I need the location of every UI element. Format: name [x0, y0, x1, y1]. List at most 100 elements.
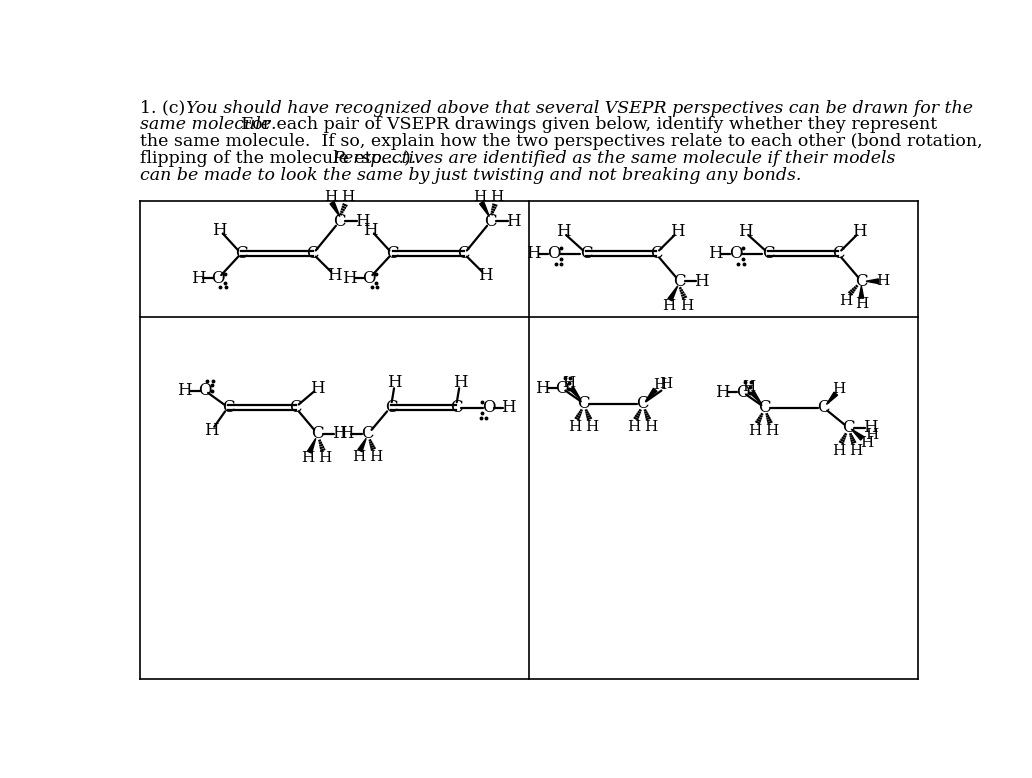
Text: C: C	[759, 399, 771, 416]
Text: the same molecule.  If so, explain how the two perspectives relate to each other: the same molecule. If so, explain how th…	[140, 133, 982, 150]
Text: 1. (c): 1. (c)	[140, 100, 191, 117]
Text: H: H	[680, 299, 694, 313]
Text: H: H	[865, 428, 878, 442]
Text: H: H	[863, 419, 877, 436]
Text: H: H	[310, 380, 325, 397]
Text: C: C	[832, 245, 844, 262]
Text: For each pair of VSEPR drawings given below, identify whether they represent: For each pair of VSEPR drawings given be…	[230, 117, 937, 134]
Text: H: H	[839, 294, 852, 308]
Text: H: H	[738, 223, 752, 240]
Text: same molecule.: same molecule.	[140, 117, 277, 134]
Text: H: H	[766, 423, 779, 437]
Text: O: O	[198, 382, 212, 399]
Text: C: C	[307, 245, 319, 262]
Text: Perspectives are identified as the same molecule if their models: Perspectives are identified as the same …	[332, 150, 896, 167]
Text: C: C	[673, 273, 685, 289]
Text: C: C	[762, 245, 775, 262]
Text: C: C	[386, 245, 398, 262]
Polygon shape	[646, 388, 657, 401]
Polygon shape	[851, 429, 864, 440]
Text: C: C	[650, 245, 663, 262]
Text: H: H	[342, 270, 356, 286]
Text: O: O	[729, 245, 743, 262]
Text: O: O	[482, 399, 495, 416]
Text: H: H	[331, 426, 347, 442]
Text: C: C	[580, 245, 592, 262]
Text: You should have recognized above that several VSEPR perspectives can be drawn fo: You should have recognized above that se…	[187, 100, 973, 117]
Text: H: H	[319, 451, 331, 465]
Text: H: H	[191, 270, 205, 286]
Text: C: C	[311, 426, 324, 442]
Text: can be made to look the same by just twisting and not breaking any bonds.: can be made to look the same by just twi…	[140, 167, 801, 184]
Text: H: H	[832, 443, 845, 457]
Text: H: H	[849, 443, 863, 457]
Text: C: C	[637, 395, 649, 412]
Text: H: H	[178, 382, 192, 399]
Text: O: O	[362, 270, 376, 286]
Text: C: C	[333, 212, 346, 230]
Text: H: H	[453, 374, 467, 391]
Text: H: H	[561, 376, 575, 390]
Text: H: H	[368, 450, 382, 464]
Text: H: H	[204, 422, 219, 439]
Text: H: H	[341, 190, 354, 204]
Text: C: C	[842, 419, 854, 436]
Text: C: C	[361, 426, 374, 442]
Text: H: H	[355, 212, 369, 230]
Text: H: H	[213, 222, 227, 239]
Text: H: H	[708, 245, 723, 262]
Text: H: H	[526, 245, 541, 262]
Text: H: H	[659, 377, 673, 391]
Text: H: H	[338, 426, 353, 442]
Text: O: O	[212, 270, 225, 286]
Text: H: H	[490, 190, 504, 204]
Text: H: H	[653, 378, 667, 392]
Text: H: H	[568, 420, 581, 434]
Polygon shape	[358, 438, 366, 452]
Text: H: H	[852, 223, 867, 240]
Text: H: H	[585, 420, 599, 434]
Text: H: H	[626, 420, 640, 434]
Text: H: H	[662, 299, 675, 313]
Text: H: H	[644, 420, 657, 434]
Text: C: C	[222, 399, 234, 416]
Polygon shape	[866, 279, 878, 283]
Text: H: H	[474, 190, 487, 204]
Text: flipping of the molecule etc….).: flipping of the molecule etc….).	[140, 150, 427, 167]
Polygon shape	[308, 438, 316, 453]
Polygon shape	[480, 202, 489, 216]
Text: H: H	[506, 212, 521, 230]
Text: H: H	[694, 273, 708, 289]
Text: H: H	[327, 267, 342, 283]
Text: C: C	[817, 399, 830, 416]
Text: C: C	[235, 245, 248, 262]
Text: H: H	[535, 380, 549, 397]
Text: H: H	[832, 382, 845, 396]
Text: O: O	[736, 384, 749, 401]
Text: H: H	[861, 436, 873, 450]
Text: H: H	[876, 274, 890, 288]
Text: H: H	[748, 423, 762, 437]
Text: C: C	[450, 399, 462, 416]
Text: C: C	[485, 212, 497, 230]
Text: H: H	[671, 223, 685, 240]
Polygon shape	[668, 286, 678, 301]
Text: O: O	[555, 380, 569, 397]
Text: H: H	[715, 384, 730, 401]
Polygon shape	[859, 286, 864, 298]
Text: H: H	[387, 374, 402, 391]
Text: H: H	[555, 223, 571, 240]
Text: C: C	[578, 395, 590, 412]
Polygon shape	[570, 387, 581, 400]
Text: C: C	[856, 273, 868, 289]
Text: H: H	[742, 380, 755, 394]
Text: H: H	[352, 450, 365, 464]
Text: H: H	[324, 190, 337, 204]
Polygon shape	[330, 202, 340, 216]
Text: H: H	[478, 267, 493, 283]
Polygon shape	[750, 391, 762, 404]
Text: H: H	[301, 451, 315, 465]
Text: C: C	[289, 399, 302, 416]
Text: O: O	[547, 245, 560, 262]
Text: C: C	[385, 399, 397, 416]
